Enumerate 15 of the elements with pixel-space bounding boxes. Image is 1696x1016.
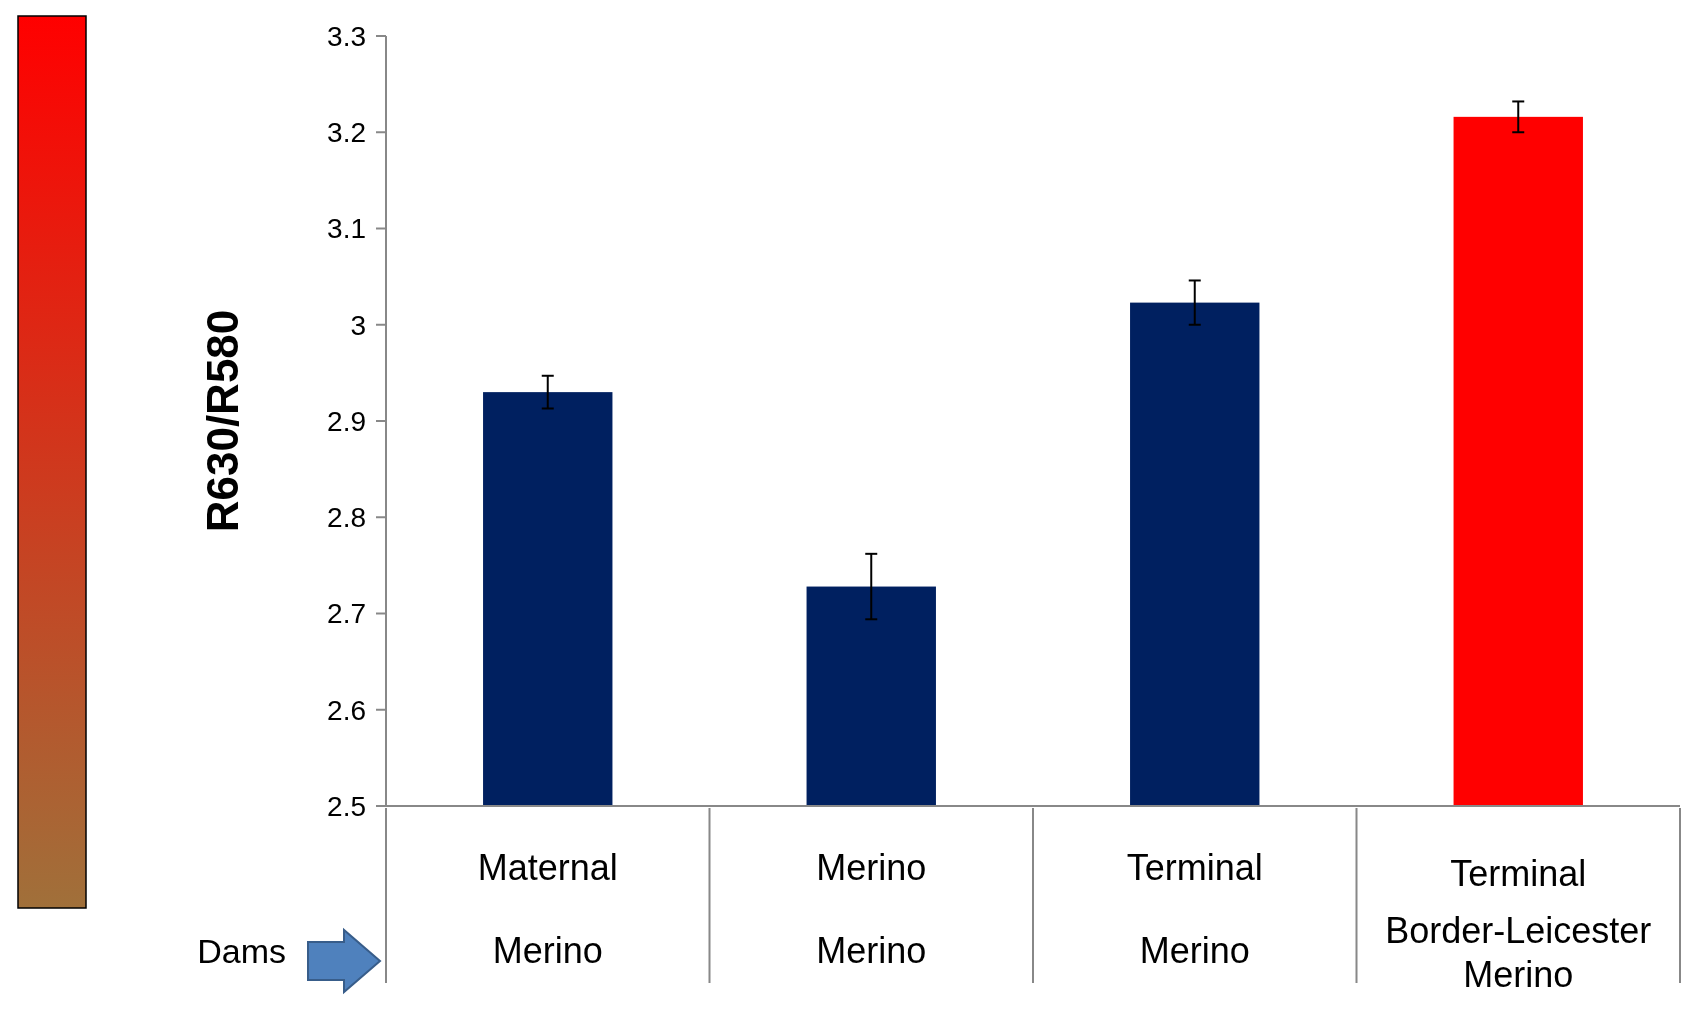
y-tick-label: 2.8: [327, 502, 366, 534]
y-tick-label: 3: [350, 309, 366, 341]
y-axis-title: R630/R580: [198, 309, 247, 533]
x-tick-label: Merino Merino: [816, 847, 927, 971]
y-tick-label: 3.1: [327, 213, 366, 245]
y-tick-label: 2.9: [327, 405, 366, 437]
y-tick-label: 2.7: [327, 598, 366, 630]
x-tick-label: Maternal Merino: [477, 847, 618, 971]
text: Dams: [197, 932, 286, 970]
y-tick-label: 3.3: [327, 20, 366, 52]
y-tick-label: 2.5: [327, 790, 366, 822]
x-tick-label: Terminal Border-Leicester Merino: [1385, 853, 1652, 995]
y-tick-label: 2.6: [327, 694, 366, 726]
x-tick-label: Terminal Merino: [1126, 847, 1263, 971]
y-tick-label: 3.2: [327, 117, 366, 149]
